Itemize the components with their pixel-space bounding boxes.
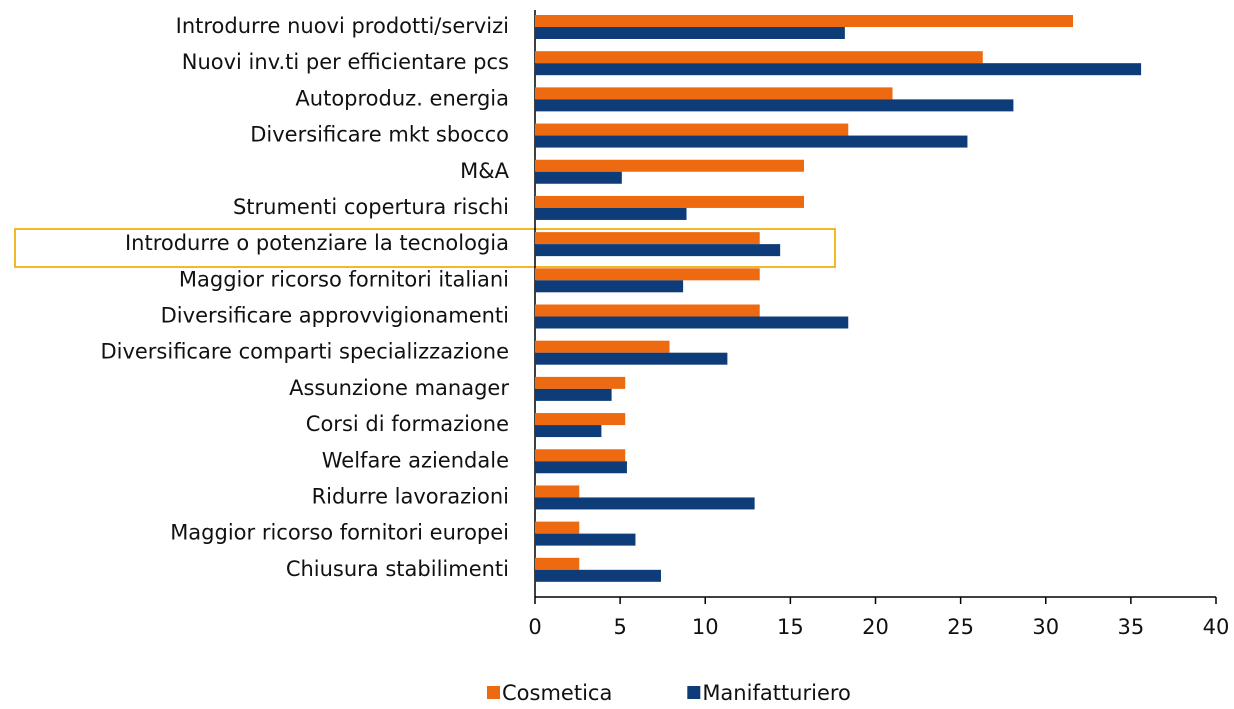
y-tick-label: Chiusura stabilimenti bbox=[286, 557, 509, 581]
y-tick-label: Diversificare comparti specializzazione bbox=[100, 340, 509, 364]
x-tick-label: 40 bbox=[1203, 615, 1230, 639]
x-tick-label: 30 bbox=[1032, 615, 1059, 639]
y-tick-label: Introdurre o potenziare la tecnologia bbox=[125, 231, 509, 255]
bar bbox=[535, 63, 1142, 76]
bar bbox=[535, 304, 760, 317]
highlight-box bbox=[14, 228, 836, 268]
bar bbox=[535, 413, 626, 426]
x-tick-label: 5 bbox=[613, 615, 626, 639]
x-tick-label: 25 bbox=[947, 615, 974, 639]
legend-label: Cosmetica bbox=[502, 681, 612, 705]
y-tick-label: M&A bbox=[460, 159, 509, 183]
bar bbox=[535, 244, 781, 257]
y-tick-label: Maggior ricorso fornitori europei bbox=[170, 521, 509, 545]
bar bbox=[535, 557, 580, 570]
y-tick-label: Maggior ricorso fornitori italiani bbox=[179, 267, 509, 291]
bar bbox=[535, 461, 627, 474]
bar bbox=[535, 340, 670, 353]
bar bbox=[535, 388, 612, 401]
bar bbox=[535, 232, 760, 245]
bar bbox=[535, 485, 580, 498]
x-tick-label: 0 bbox=[528, 615, 541, 639]
bar bbox=[535, 376, 626, 389]
y-tick-label: Assunzione manager bbox=[289, 376, 509, 400]
bar bbox=[535, 87, 893, 100]
y-tick-label: Strumenti copertura rischi bbox=[233, 195, 509, 219]
bar bbox=[535, 123, 849, 136]
legend-label: Manifatturiero bbox=[702, 681, 851, 705]
bar bbox=[535, 352, 728, 365]
bar bbox=[535, 280, 684, 293]
bar bbox=[535, 316, 849, 329]
bar bbox=[535, 159, 804, 172]
bar bbox=[535, 135, 968, 148]
x-tick-label: 20 bbox=[862, 615, 889, 639]
bar bbox=[535, 171, 622, 184]
bar bbox=[535, 521, 580, 534]
x-tick-label: 15 bbox=[777, 615, 804, 639]
y-tick-label: Diversificare mkt sbocco bbox=[250, 123, 509, 147]
x-tick-label: 35 bbox=[1118, 615, 1145, 639]
bar bbox=[535, 268, 760, 281]
bar bbox=[535, 99, 1014, 112]
bar bbox=[535, 569, 661, 582]
bar bbox=[535, 15, 1073, 27]
bar bbox=[535, 533, 636, 546]
y-tick-label: Corsi di formazione bbox=[306, 412, 509, 436]
y-tick-label: Autoproduz. energia bbox=[295, 86, 509, 110]
bar bbox=[535, 51, 983, 64]
bar bbox=[535, 27, 845, 39]
legend-swatch bbox=[687, 686, 701, 699]
bar bbox=[535, 195, 804, 208]
bar bbox=[535, 425, 602, 438]
y-tick-label: Introdurre nuovi prodotti/servizi bbox=[176, 14, 509, 38]
y-tick-label: Welfare aziendale bbox=[322, 448, 509, 472]
bar bbox=[535, 207, 687, 220]
y-tick-label: Nuovi inv.ti per efficientare pcs bbox=[182, 50, 509, 74]
legend-swatch bbox=[487, 686, 500, 699]
x-tick-label: 10 bbox=[692, 615, 719, 639]
y-tick-label: Diversificare approvvigionamenti bbox=[161, 304, 509, 328]
y-tick-label: Ridurre lavorazioni bbox=[312, 484, 509, 508]
bar bbox=[535, 449, 626, 462]
bar bbox=[535, 497, 755, 510]
